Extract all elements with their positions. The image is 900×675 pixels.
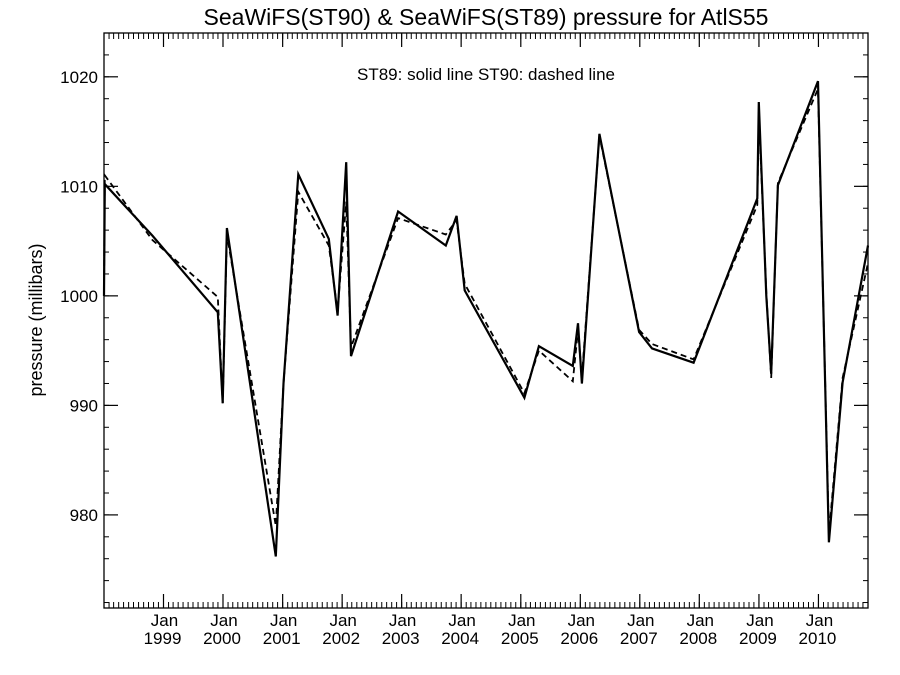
y-tick-label: 1000 (60, 287, 98, 306)
series-line-st89 (102, 80, 870, 557)
x-tick-month-label: Jan (151, 611, 178, 630)
series-line-st90 (103, 88, 869, 535)
line-style-annotation: ST89: solid line ST90: dashed line (357, 65, 615, 84)
x-tick-month-label: Jan (448, 611, 475, 630)
x-tick-year-label: 2002 (322, 629, 360, 648)
y-tick-label: 980 (70, 506, 98, 525)
x-tick-year-label: 2001 (263, 629, 301, 648)
x-tick-month-label: Jan (627, 611, 654, 630)
series-group (102, 80, 870, 557)
y-tick-label: 990 (70, 396, 98, 415)
x-tick-month-label: Jan (806, 611, 833, 630)
x-tick-month-label: Jan (270, 611, 297, 630)
x-tick-year-label: 2009 (739, 629, 777, 648)
x-tick-year-label: 2010 (799, 629, 837, 648)
x-tick-year-label: 2003 (382, 629, 420, 648)
x-tick-year-label: 2000 (203, 629, 241, 648)
x-tick-month-label: Jan (568, 611, 595, 630)
x-tick-month-label: Jan (210, 611, 237, 630)
y-axis-label: pressure (millibars) (26, 243, 46, 396)
x-tick-year-label: 2005 (501, 629, 539, 648)
x-tick-month-label: Jan (329, 611, 356, 630)
x-tick-year-label: 2007 (620, 629, 658, 648)
chart-title: SeaWiFS(ST90) & SeaWiFS(ST89) pressure f… (204, 4, 769, 30)
x-tick-month-label: Jan (687, 611, 714, 630)
axes-group: 980990100010101020Jan1999Jan2000Jan2001J… (60, 32, 869, 648)
y-tick-label: 1020 (60, 68, 98, 87)
x-tick-year-label: 1999 (144, 629, 182, 648)
x-tick-year-label: 2006 (560, 629, 598, 648)
x-tick-month-label: Jan (746, 611, 773, 630)
x-tick-month-label: Jan (389, 611, 416, 630)
x-tick-month-label: Jan (508, 611, 535, 630)
x-tick-year-label: 2004 (441, 629, 479, 648)
y-tick-label: 1010 (60, 177, 98, 196)
x-tick-year-label: 2008 (679, 629, 717, 648)
